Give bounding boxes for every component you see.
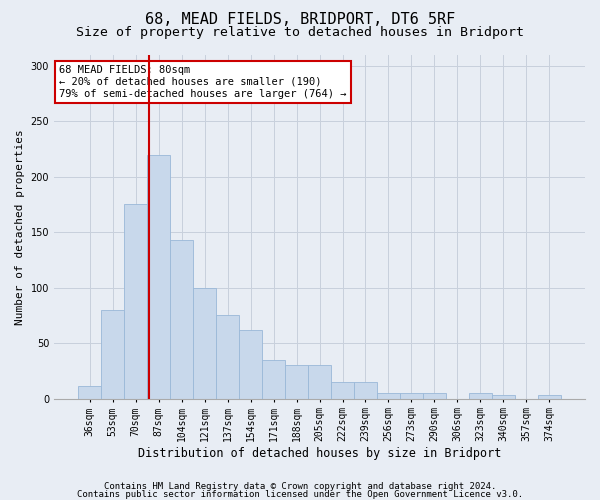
Bar — [331, 382, 354, 398]
Bar — [78, 386, 101, 398]
Bar — [423, 393, 446, 398]
Bar — [492, 395, 515, 398]
Bar — [469, 393, 492, 398]
Bar — [101, 310, 124, 398]
Text: 68, MEAD FIELDS, BRIDPORT, DT6 5RF: 68, MEAD FIELDS, BRIDPORT, DT6 5RF — [145, 12, 455, 28]
Bar — [147, 154, 170, 398]
Bar — [216, 316, 239, 398]
Bar — [262, 360, 285, 399]
Text: 68 MEAD FIELDS: 80sqm
← 20% of detached houses are smaller (190)
79% of semi-det: 68 MEAD FIELDS: 80sqm ← 20% of detached … — [59, 66, 347, 98]
Bar — [377, 393, 400, 398]
Bar — [193, 288, 216, 399]
Y-axis label: Number of detached properties: Number of detached properties — [15, 129, 25, 324]
Bar — [538, 395, 561, 398]
Bar — [308, 366, 331, 398]
Text: Contains HM Land Registry data © Crown copyright and database right 2024.: Contains HM Land Registry data © Crown c… — [104, 482, 496, 491]
Bar — [124, 204, 147, 398]
X-axis label: Distribution of detached houses by size in Bridport: Distribution of detached houses by size … — [138, 447, 501, 460]
Bar — [239, 330, 262, 398]
Text: Size of property relative to detached houses in Bridport: Size of property relative to detached ho… — [76, 26, 524, 39]
Bar — [285, 366, 308, 398]
Bar — [354, 382, 377, 398]
Bar — [170, 240, 193, 398]
Text: Contains public sector information licensed under the Open Government Licence v3: Contains public sector information licen… — [77, 490, 523, 499]
Bar — [400, 393, 423, 398]
